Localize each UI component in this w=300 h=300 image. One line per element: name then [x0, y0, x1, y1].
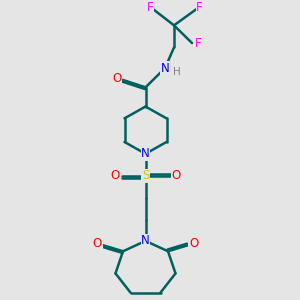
Text: O: O [112, 72, 122, 85]
Text: S: S [142, 169, 149, 182]
Text: N: N [141, 147, 150, 160]
Text: H: H [172, 67, 180, 77]
Text: F: F [196, 1, 203, 13]
Text: O: O [172, 169, 181, 182]
Text: N: N [160, 62, 169, 75]
Text: O: O [93, 237, 102, 250]
Text: O: O [189, 237, 198, 250]
Text: O: O [110, 169, 119, 182]
Text: F: F [195, 37, 202, 50]
Text: F: F [147, 1, 153, 13]
Text: N: N [141, 234, 150, 248]
